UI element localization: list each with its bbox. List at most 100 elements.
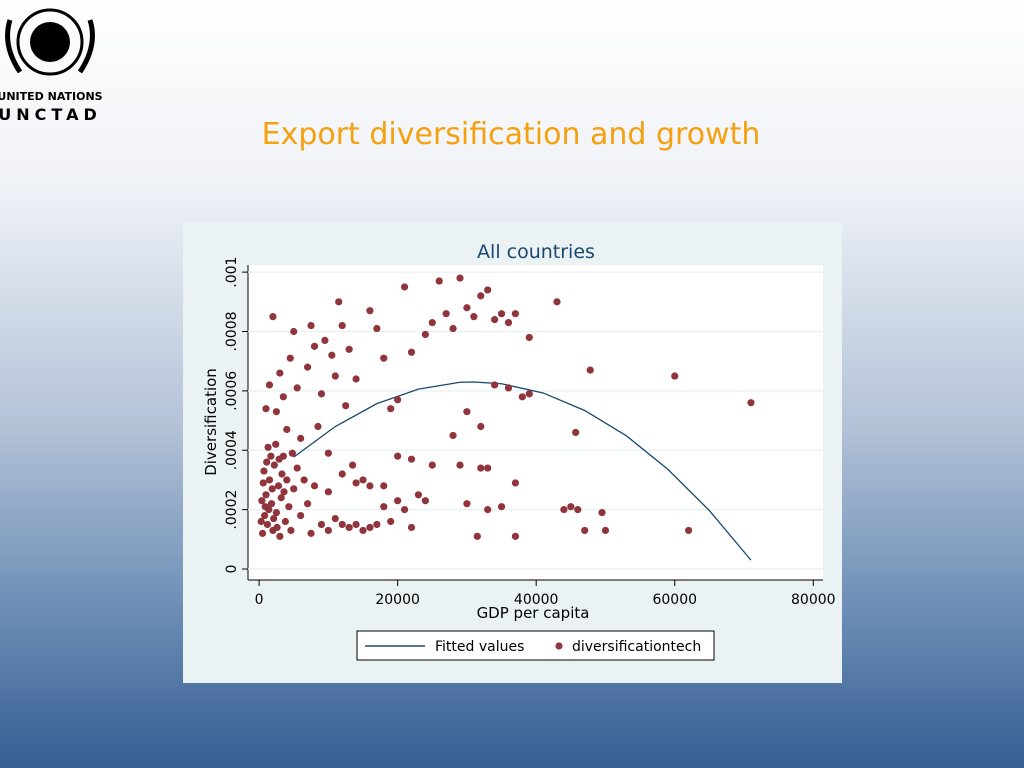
- scatter-point: [449, 324, 457, 333]
- scatter-point: [407, 348, 416, 356]
- scatter-point: [293, 464, 301, 472]
- scatter-point: [331, 372, 339, 380]
- scatter-point: [317, 520, 326, 529]
- scatter-point: [272, 509, 281, 517]
- scatter-point: [421, 330, 429, 339]
- scatter-point: [342, 402, 350, 410]
- scatter-point: [290, 327, 298, 336]
- scatter-point: [504, 318, 513, 327]
- scatter-point: [307, 529, 315, 537]
- scatter-point: [257, 517, 265, 526]
- scatter-point: [297, 511, 305, 520]
- scatter-point: [275, 455, 283, 463]
- legend: [356, 630, 715, 661]
- logo-laurel: [5, 19, 95, 74]
- x-tick-label: 80000: [791, 592, 836, 608]
- scatter-point: [273, 523, 281, 532]
- scatter-point: [581, 526, 589, 535]
- x-tick-label: 60000: [652, 592, 697, 608]
- scatter-point: [572, 428, 580, 437]
- scatter-point: [497, 310, 506, 318]
- y-tick-label: 0: [224, 565, 240, 574]
- y-axis-label: Diversification: [202, 368, 220, 476]
- scatter-point: [260, 467, 268, 475]
- scatter-point: [407, 455, 416, 463]
- scatter-point: [265, 476, 274, 484]
- legend-swatch: [555, 642, 563, 650]
- scatter-point: [272, 440, 280, 448]
- scatter-point: [484, 286, 492, 294]
- scatter-point: [314, 422, 322, 431]
- scatter-point: [400, 506, 409, 514]
- scatter-point: [366, 482, 374, 490]
- scatter-point: [288, 449, 296, 457]
- scatter-point: [359, 476, 367, 484]
- logo-emblem: [16, 8, 84, 76]
- scatter-point: [303, 500, 312, 508]
- scatter-point: [366, 523, 374, 532]
- scatter-point: [484, 464, 492, 472]
- y-tick-label: .0002: [224, 490, 240, 530]
- scatter-point: [321, 336, 329, 345]
- scatter-point: [442, 310, 450, 318]
- legend-label: diversificationtech: [572, 639, 701, 655]
- scatter-point: [387, 405, 395, 413]
- scatter-point: [574, 506, 582, 514]
- scatter-point: [685, 526, 693, 535]
- scatter-point: [324, 488, 332, 496]
- scatter-point: [262, 405, 270, 413]
- scatter-point: [473, 532, 481, 540]
- scatter-point: [352, 375, 360, 383]
- y-tick-label: .0008: [224, 311, 240, 351]
- scatter-point: [366, 307, 374, 315]
- scatter-point: [338, 470, 346, 478]
- scatter-point: [258, 497, 266, 505]
- scatter-point: [567, 503, 575, 511]
- scatter-point: [270, 461, 278, 469]
- scatter-point: [387, 517, 395, 526]
- scatter-point: [511, 532, 520, 540]
- legend-label: Fitted values: [435, 639, 524, 655]
- scatter-point: [300, 476, 308, 484]
- scatter-point: [598, 509, 606, 517]
- scatter-point: [272, 408, 281, 416]
- scatter-point: [259, 479, 267, 487]
- scatter-point: [283, 476, 291, 484]
- scatter-point: [310, 482, 319, 490]
- scatter-point: [297, 434, 305, 442]
- plot-area: [248, 265, 823, 580]
- scatter-point: [331, 514, 339, 523]
- scatter-point: [268, 485, 276, 493]
- y-tick-label: .0004: [224, 430, 240, 470]
- scatter-point: [267, 452, 275, 460]
- scatter-point: [373, 324, 381, 333]
- scatter-point: [449, 431, 457, 440]
- scatter-point: [414, 491, 423, 499]
- scatter-point: [525, 390, 533, 398]
- scatter-point: [293, 384, 301, 392]
- scatter-point: [428, 318, 436, 327]
- x-tick-label: 40000: [514, 592, 559, 608]
- scatter-point: [265, 506, 273, 514]
- scatter-point: [265, 381, 274, 389]
- scatter-point: [263, 520, 271, 529]
- scatter-point: [307, 321, 315, 330]
- logo-globe: [30, 22, 70, 62]
- scatter-point: [491, 316, 499, 324]
- scatter-point: [280, 488, 288, 496]
- scatter-point: [352, 520, 360, 529]
- scatter-point: [463, 408, 471, 416]
- scatter-point: [504, 384, 513, 392]
- scatter-point: [463, 500, 471, 508]
- scatter-point: [277, 494, 285, 502]
- scatter-point: [380, 482, 388, 490]
- scatter-point: [338, 321, 346, 330]
- scatter-point: [310, 342, 319, 350]
- scatter-point: [324, 526, 332, 535]
- scatter-point: [747, 399, 755, 407]
- scatter-point: [303, 363, 312, 371]
- scatter-point: [394, 497, 402, 505]
- scatter-point: [380, 354, 388, 362]
- scatter-point: [463, 304, 471, 312]
